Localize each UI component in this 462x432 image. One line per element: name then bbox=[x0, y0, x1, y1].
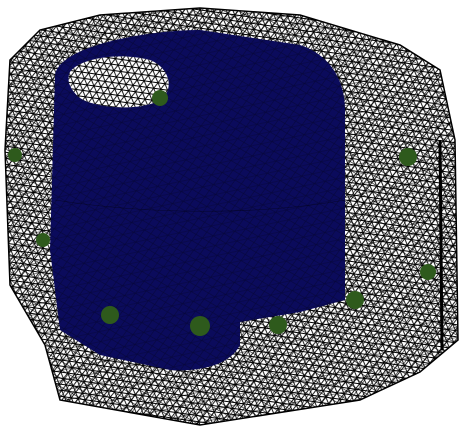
inner-solid bbox=[50, 30, 346, 371]
edge bbox=[438, 139, 444, 351]
nodes bbox=[8, 90, 436, 336]
outer-outline bbox=[4, 7, 459, 426]
